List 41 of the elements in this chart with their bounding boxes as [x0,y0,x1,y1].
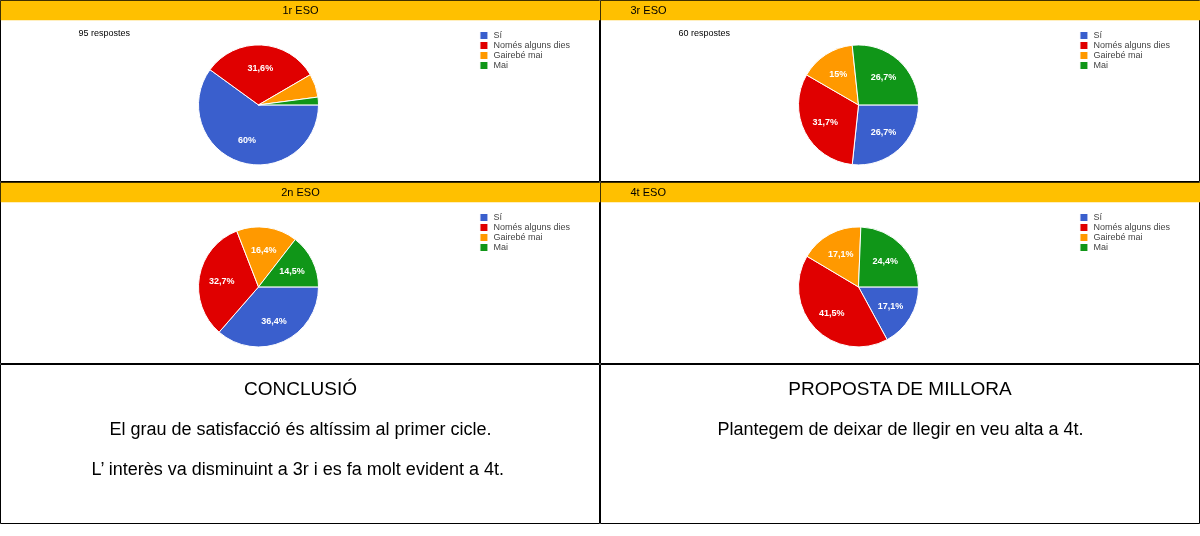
text: PROPOSTA DE MILLORA [788,378,1013,399]
legend-label: Gairebé mai [493,50,543,60]
data-label: 41,5% [818,307,845,318]
legend-label: Només alguns dies [493,40,570,50]
text: CONCLUSIÓ [244,378,357,399]
legend-label: Mai [493,242,509,252]
data-label: 36,4% [261,315,287,326]
text: 60 respostes [678,28,731,39]
chart-title: 2n ESO [281,186,321,199]
legend-label: Mai [1093,242,1109,252]
data-label: 31,6% [247,62,274,73]
chart-title: 1r ESO [282,4,319,17]
legend-label: Sí [1093,30,1103,40]
data-label: 26,7% [870,72,897,83]
data-label: 17,1% [827,249,854,260]
data-label: 16,4% [251,245,277,256]
legend-label: Gairebé mai [1093,232,1143,242]
text: 4t ESO [630,186,667,199]
legend-label: Gairebé mai [1093,50,1143,60]
data-label: 17,1% [877,300,904,311]
text: 3r ESO [630,4,668,17]
data-label: 31,7% [812,116,839,127]
legend-label: Mai [1093,60,1109,70]
data-label: 15% [829,68,848,79]
legend-label: Gairebé mai [493,232,543,242]
legend-label: Mai [493,60,509,70]
text: Plantegem de deixar de llegir en veu alta a 4t. [717,418,1084,439]
data-label: 26,7% [870,127,897,138]
legend-label: Sí [493,30,503,40]
legend-label: Només alguns dies [1093,40,1170,50]
text: 95 respostes [78,28,131,39]
legend-label: Només alguns dies [1093,222,1170,232]
data-label: 32,7% [209,275,235,286]
data-label: 24,4% [872,256,899,267]
data-label: 60% [238,135,257,146]
legend-label: Sí [493,212,503,222]
data-label: 14,5% [279,265,305,276]
legend-label: Només alguns dies [493,222,570,232]
text: El grau de satisfacció és altíssim al primer cicle. [109,418,492,439]
text: L’ interès va disminuint a 3r i es fa molt evident a 4t. [91,458,504,479]
legend-label: Sí [1093,212,1103,222]
